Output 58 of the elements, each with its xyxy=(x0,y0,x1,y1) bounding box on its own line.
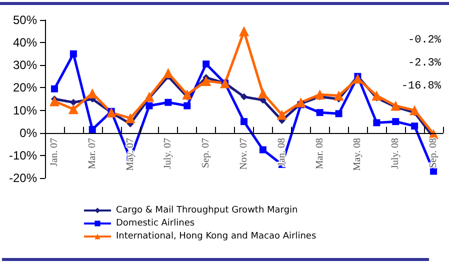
point xyxy=(314,89,325,100)
x-tick-label: Nov. 07 xyxy=(238,138,250,170)
y-tick-label: 20% xyxy=(12,80,38,95)
point xyxy=(316,109,324,116)
point xyxy=(146,102,153,110)
point xyxy=(258,88,268,98)
legend-label: International, Hong Kong and Macao Airlines xyxy=(116,232,316,242)
point xyxy=(276,110,287,120)
annotation: -0.2% xyxy=(408,34,442,46)
point xyxy=(202,60,210,68)
point xyxy=(70,50,77,58)
point xyxy=(239,26,249,36)
x-tick-label: July. 07 xyxy=(162,138,174,170)
x-tick-label: May. 07 xyxy=(124,138,136,171)
y-tick-label: 40% xyxy=(12,36,38,50)
x-tick-label: Jan. 07 xyxy=(48,138,60,166)
point xyxy=(144,92,154,102)
point xyxy=(201,76,212,86)
x-tick-label: Mar. 07 xyxy=(86,138,98,170)
legend-label: Domestic Airlines xyxy=(116,218,195,228)
point xyxy=(125,113,136,124)
x-tick-label: Mar. 08 xyxy=(314,138,326,170)
point xyxy=(411,122,418,130)
y-tick-label: -20% xyxy=(8,171,38,185)
point xyxy=(410,105,420,116)
point xyxy=(372,90,382,101)
point xyxy=(184,102,191,110)
annotation: -16.8% xyxy=(401,80,442,92)
x-tick-label: Sep. 07 xyxy=(200,138,212,168)
y-tick-label: -10% xyxy=(8,148,38,162)
x-tick-label: May. 08 xyxy=(352,138,364,171)
y-tick-label: 10% xyxy=(12,103,38,118)
point xyxy=(240,93,248,100)
point xyxy=(70,98,77,106)
y-tick-label: 0% xyxy=(20,126,38,140)
point xyxy=(259,146,266,154)
point xyxy=(87,88,98,98)
point xyxy=(296,97,306,108)
legend-label: Cargo & Mail Throughput Growth Margin xyxy=(116,206,298,216)
point xyxy=(182,89,192,100)
point xyxy=(49,96,60,106)
x-tick-label: Sep. 08 xyxy=(428,138,440,168)
x-tick-label: Jan. 08 xyxy=(276,138,288,166)
point xyxy=(390,100,401,111)
point xyxy=(334,90,344,101)
y-tick-label: 30% xyxy=(12,58,38,72)
point xyxy=(68,104,78,114)
point xyxy=(240,118,248,126)
point xyxy=(88,126,96,133)
y-tick-label: 50% xyxy=(12,13,38,27)
x-tick-label: July. 08 xyxy=(390,138,402,170)
point xyxy=(392,118,400,126)
point xyxy=(50,85,58,92)
point xyxy=(335,110,342,118)
point xyxy=(352,74,363,84)
point xyxy=(373,119,380,126)
annotation: -2.3% xyxy=(408,58,442,70)
point xyxy=(164,98,172,106)
